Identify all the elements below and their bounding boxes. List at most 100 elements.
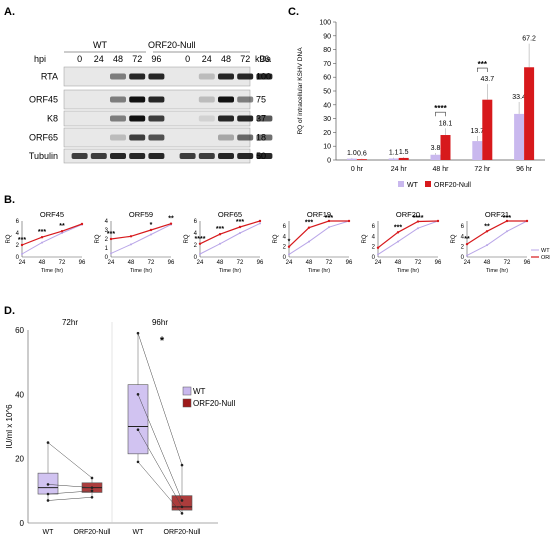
y-tick-label: 1 [105,246,109,252]
panel-a: A. WT ORF20-Null hpi kDa 0 24 48 72 96 0 24 48 7… [4,6,273,164]
series-line-null [199,220,261,245]
x-tick-label: WT [43,529,55,536]
x-axis-label: Time (hr) [486,268,508,274]
box-group-title: 72hr [62,318,78,327]
significance-stars: ** [484,223,490,230]
x-axis-label: Time (hr) [397,268,419,274]
blot-band [237,73,254,80]
data-point-null [376,246,380,249]
y-tick-label: 4 [372,234,376,240]
panel-c-letter: C. [288,6,299,18]
significance-stars: *** [394,224,402,231]
blot-band [71,153,88,159]
x-tick-label: 48 [306,260,313,266]
y-tick-label: 40 [323,102,331,109]
bar-null [482,99,493,160]
y-axis-label: RQ [6,234,12,243]
x-tick-label: 72 [415,260,422,266]
y-tick-label: 20 [15,455,24,464]
x-axis-label: Time (hr) [308,268,330,274]
data-point-null [307,226,311,229]
paired-line [137,461,183,514]
lane-label: 72 [240,54,250,64]
x-tick-label: 72 [148,260,155,266]
bar-wt [472,141,483,160]
y-tick-label: 6 [194,219,198,225]
data-point-null [287,245,291,248]
significance-stars: *** [478,60,488,69]
y-tick-label: 2 [16,243,20,249]
data-point-null [327,219,331,223]
x-tick-label: 0 hr [351,166,364,173]
significance-stars: **** [195,236,206,243]
series-line-null [466,220,527,245]
data-point-null [180,499,184,502]
lane-label: 0 [77,54,82,64]
data-label: 1.1 [389,150,399,157]
x-tick-label: WT [133,529,145,536]
significance-stars: ** [464,236,470,243]
blot-band [218,73,234,80]
kda-value: 100 [256,72,271,82]
data-label: 1.0 [347,150,357,157]
data-point-null [90,486,94,489]
y-tick-label: 2 [283,245,287,251]
data-label: 18.1 [439,120,453,127]
bar-null [356,159,367,160]
data-point-null [347,219,351,223]
blot-band [256,153,273,159]
kda-value: 18 [256,133,266,143]
data-point-null [129,235,133,238]
y-axis-label: RQ [273,234,279,243]
data-point-wt [397,240,399,243]
data-point-wt [46,492,50,496]
x-tick-label: 72 [326,260,333,266]
data-point-null [149,228,153,232]
y-tick-label: 0 [194,255,198,261]
lane-label: 0 [185,54,190,64]
blot-band [218,96,234,103]
data-point-wt [41,241,43,244]
x-tick-label: 48 [39,260,46,266]
data-point-null [60,230,64,233]
x-tick-label: 48 hr [433,166,450,173]
y-tick-label: 30 [323,116,331,123]
data-point-wt [136,428,140,432]
data-label: 1.5 [399,149,409,156]
y-tick-label: 10 [323,144,331,151]
data-point-wt [466,254,468,257]
blot-band [148,134,165,141]
data-point-wt [46,441,50,444]
y-tick-label: 0 [105,255,109,261]
bar-chart-y-axis-label: RQ of intracellular KSHV DNA [297,47,304,135]
box-body [127,384,149,455]
data-point-null [90,476,94,480]
x-tick-label: 24 [108,260,115,266]
blot-band [148,115,165,122]
x-tick-label: 48 [217,260,224,266]
paired-line [137,333,183,466]
blot-band [237,115,254,122]
data-point-wt [219,242,221,245]
y-axis-label: RQ [362,234,368,243]
blot-band [110,134,126,141]
x-tick-label: 24 [286,260,293,266]
x-axis-label: Time (hr) [130,268,152,274]
data-label: 33.4 [512,94,526,101]
x-tick-label: 96 [435,260,442,266]
blot-band [90,153,107,159]
box-group-title: 96hr [152,318,168,327]
data-point-wt [288,253,290,256]
y-tick-label: 4 [16,231,20,237]
paired-line [137,394,183,501]
y-tick-label: 6 [16,219,20,225]
hpi-label: hpi [34,54,46,64]
y-axis-label: RQ [451,234,457,243]
x-tick-label: 96 hr [516,166,533,173]
blot-row-k8: K8 37 [47,110,273,127]
kda-value: 75 [256,95,266,105]
panel-b-letter: B. [4,194,15,206]
